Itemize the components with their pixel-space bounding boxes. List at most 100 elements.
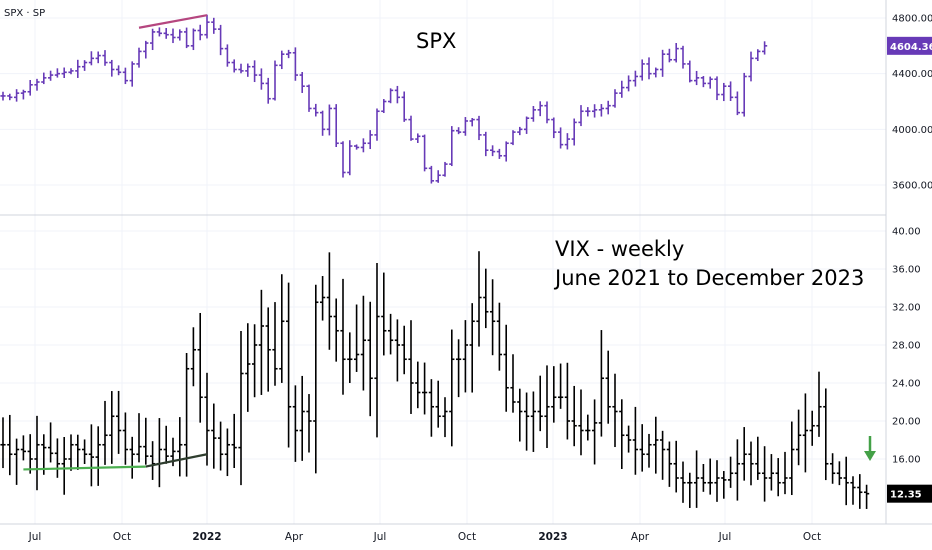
vix-bar	[279, 274, 285, 383]
vix-bar	[850, 476, 856, 505]
spx-bar	[360, 138, 366, 153]
last-price-badge	[887, 36, 932, 55]
spx-bar	[422, 134, 428, 172]
spx-bar	[54, 68, 60, 78]
vix-bar	[286, 282, 292, 448]
vix-bar	[394, 319, 400, 382]
vix-bar	[768, 454, 774, 491]
vix-bar	[320, 276, 326, 321]
spx-bar	[27, 79, 33, 96]
last-price-badge	[887, 484, 932, 503]
spx-bar	[694, 70, 700, 86]
y-tick-label: 40.00	[892, 227, 921, 238]
spx-bar	[238, 63, 244, 74]
spx-bar	[129, 61, 135, 87]
spx-bar	[272, 60, 278, 101]
symbol-label: SPX · SP	[4, 8, 45, 19]
y-tick-label: 28.00	[892, 341, 921, 352]
spx-bar	[666, 48, 672, 63]
spx-bar	[388, 88, 394, 104]
vix-bar	[653, 416, 659, 474]
spx-bar	[564, 133, 570, 150]
spx-bar	[0, 91, 6, 101]
vix-bar	[728, 456, 734, 488]
spx-bar	[313, 103, 319, 117]
spx-bar	[340, 141, 346, 178]
spx-bar	[184, 27, 190, 49]
vix-bar	[796, 409, 802, 466]
spx-bar	[632, 70, 638, 87]
bars-layer	[0, 14, 870, 509]
time-axis-label: Jul	[28, 531, 42, 543]
vix-bar	[496, 302, 502, 371]
vix-bar	[197, 312, 203, 423]
spx-bar	[728, 81, 734, 102]
vix-bar	[564, 362, 570, 440]
spx-bar	[177, 29, 183, 41]
spx-bar	[163, 28, 169, 39]
vix-bar	[558, 363, 564, 409]
vix-bar	[673, 440, 679, 493]
vix-bar	[109, 391, 115, 464]
time-axis[interactable]: Jul Oct 2022 Apr Jul Oct 2023 Apr Jul Oct	[28, 531, 821, 543]
spx-bar	[197, 24, 203, 41]
y-tick-label: 4000.00	[892, 125, 932, 136]
vix-bar	[306, 394, 312, 453]
time-axis-label: Jul	[373, 531, 387, 543]
spx-bar	[660, 49, 666, 77]
spx-bar	[299, 71, 305, 93]
spx-bar	[714, 76, 720, 101]
axis-layer[interactable]: 3600.00 4000.00 4400.00 4800.00 4604.36 16.00…	[887, 14, 932, 503]
spx-bar	[245, 63, 251, 77]
spx-bar	[462, 117, 468, 136]
vix-bar	[503, 324, 509, 412]
vix-bar	[7, 414, 13, 476]
vix-bar	[428, 379, 434, 437]
spx-bar	[14, 89, 20, 102]
spx-bar	[415, 133, 421, 143]
vix-bar	[20, 435, 26, 461]
vix-bar	[204, 372, 210, 466]
spx-bar	[34, 78, 40, 91]
spx-bar	[394, 85, 400, 104]
vix-bar	[816, 371, 822, 437]
vix-bar	[360, 295, 366, 391]
vix-bar	[388, 313, 394, 355]
vix-bar	[211, 403, 217, 469]
spx-bar	[537, 101, 543, 117]
spx-bar	[116, 65, 122, 76]
spx-bar	[143, 40, 149, 59]
spx-bar	[367, 130, 373, 150]
vix-bar	[823, 388, 829, 481]
vix-bar	[326, 252, 332, 350]
vix-bar	[75, 434, 81, 470]
vix-bar	[680, 461, 686, 503]
spx-bar	[326, 104, 332, 136]
y-tick-label: 4800.00	[892, 14, 932, 25]
vix-bar	[129, 436, 135, 479]
vix-bar	[224, 428, 230, 477]
spx-bar	[612, 89, 618, 108]
trendline	[145, 453, 208, 468]
vix-bar	[245, 323, 251, 412]
spx-bar	[150, 28, 156, 51]
last-price-label: 12.35	[890, 490, 922, 501]
spx-bar	[333, 104, 339, 148]
spx-bar	[687, 60, 693, 83]
spx-bar	[286, 49, 292, 59]
spx-bar	[102, 50, 108, 66]
spx-bar	[122, 67, 128, 85]
vix-bar	[150, 441, 156, 480]
spx-bar	[279, 50, 285, 70]
spx-bar	[673, 43, 679, 63]
spx-bar	[700, 76, 706, 88]
vix-bar	[517, 388, 523, 442]
spx-bar	[136, 47, 142, 68]
spx-bar	[476, 115, 482, 141]
vix-bar	[741, 427, 747, 481]
vix-bar	[626, 425, 632, 453]
spx-bar	[598, 104, 604, 117]
spx-bar	[218, 24, 224, 56]
vix-bar	[666, 441, 672, 487]
spx-bar	[571, 118, 577, 146]
